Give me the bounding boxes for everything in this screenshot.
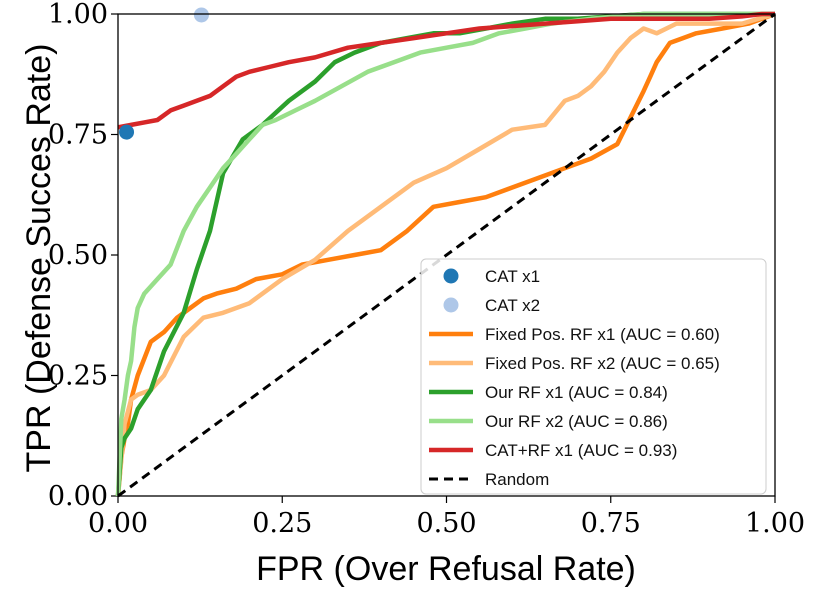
point-cat-x2 [193, 7, 209, 23]
plot-points [119, 7, 209, 140]
series-line-cat-rf-x1-auc-0-93 [117, 11, 775, 130]
series-line-our-rf-x1-auc-0-84 [115, 11, 775, 497]
legend-label: Our RF x2 (AUC = 0.86) [485, 412, 668, 431]
legend-label: CAT+RF x1 (AUC = 0.93) [485, 441, 677, 460]
ticks: 0.00 0.25 0.50 0.75 1.00 0.00 0.25 0.50 0.75 1.00 [48, 0, 805, 539]
legend-label: Fixed Pos. RF x1 (AUC = 0.60) [485, 325, 720, 344]
axis-text: FPR (Over Refusal Rate) TPR (Defense Suc… [20, 44, 636, 588]
y-tick-label: 0.75 [48, 120, 108, 151]
legend-label: Our RF x1 (AUC = 0.84) [485, 383, 668, 402]
legend-label: Fixed Pos. RF x2 (AUC = 0.65) [485, 354, 720, 373]
series-line-fixed-pos-rf-x2-auc-0-65 [115, 11, 776, 497]
y-tick-label: 1.00 [48, 0, 108, 30]
point-cat-x1 [119, 124, 135, 140]
x-tick-label: 0.75 [581, 508, 641, 539]
y-tick-label: 0.00 [48, 481, 108, 512]
y-tick-label: 0.25 [48, 361, 108, 392]
x-tick-label: 1.00 [745, 508, 805, 539]
x-tick-label: 0.50 [416, 508, 476, 539]
series-line-fixed-pos-rf-x1-auc-0-60 [115, 11, 776, 497]
x-tick-label: 0.00 [88, 508, 148, 539]
x-axis-label: FPR (Over Refusal Rate) [256, 550, 636, 588]
series-line-our-rf-x2-auc-0-86 [115, 11, 775, 497]
legend-marker [443, 297, 459, 313]
legend-label: CAT x2 [485, 296, 540, 315]
series-line-random [117, 12, 776, 498]
x-tick-label: 0.25 [252, 508, 312, 539]
plot-frame [117, 13, 776, 497]
legend-marker [443, 268, 459, 284]
plot-lines [115, 11, 776, 498]
legend: CAT x1 CAT x2 Fixed Pos. RF x1 (AUC = 0.60… [420, 258, 767, 495]
legend-label: Random [485, 470, 549, 489]
y-tick-label: 0.50 [48, 240, 108, 271]
legend-label: CAT x1 [485, 267, 540, 286]
y-axis-label: TPR (Defense Succes Rate) [20, 44, 58, 473]
legend-box [420, 258, 767, 495]
